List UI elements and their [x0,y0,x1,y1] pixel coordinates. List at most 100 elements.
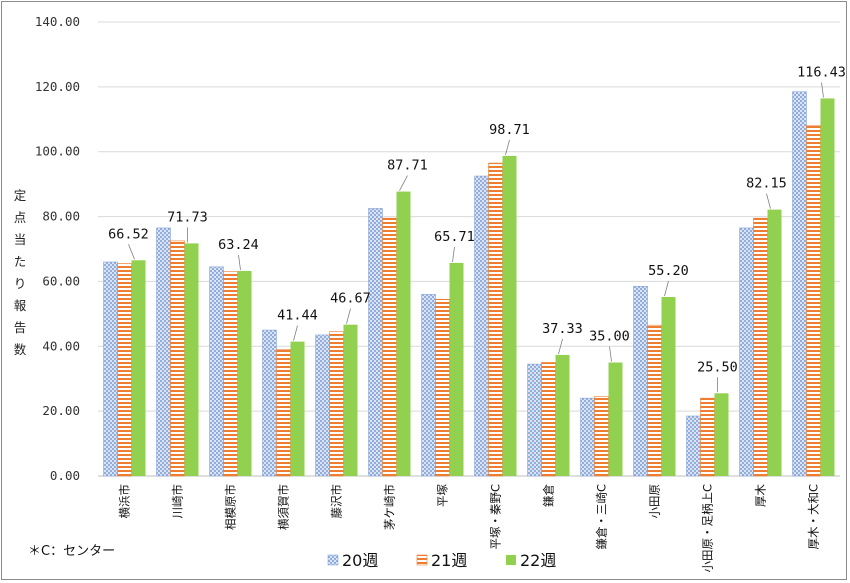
bar-20週 [580,397,595,477]
y-axis-title-char: 点 [14,210,27,225]
data-labels: 66.52 71.73 63.24 41.44 46.67 87.71 65.71 98.71… [108,64,846,375]
legend-label: 21週 [431,551,467,570]
data-label: 87.71 [387,158,428,174]
bar-21週 [276,349,291,477]
bar-21週 [806,125,821,477]
x-axis-categories: 横浜市 川崎市 相模原市 横須賀市 藤沢市 茅ケ崎市 平塚 平塚・秦野C 鎌倉 鎌倉・三崎C 小田原… [118,484,821,573]
data-label: 41.44 [277,308,318,324]
leader-line [664,280,669,297]
x-category-label: 相模原市 [224,484,238,530]
y-tick-label: 60.00 [42,273,80,288]
y-tick-label: 120.00 [35,79,80,94]
data-label: 35.00 [589,329,630,345]
bar-21週 [382,217,397,477]
bar-22週 [502,155,517,476]
bar-22週 [184,243,199,476]
leader-line [293,325,298,341]
bar-20週 [527,363,542,477]
x-category-label: 藤沢市 [330,484,344,519]
x-category-label: 川崎市 [171,484,185,519]
y-axis-ticks: 0.00 20.00 40.00 60.00 80.00 100.00 120.00 140.… [35,14,80,483]
y-axis-title-char: 数 [14,342,27,357]
data-label: 25.50 [697,359,738,375]
bar-21週 [435,298,450,477]
data-label: 63.24 [218,237,259,253]
data-label: 37.33 [542,321,583,337]
bar-20週 [792,91,807,477]
leader-line [128,244,135,260]
leader-line [821,82,824,98]
x-category-label: 平塚 [436,484,450,507]
leader-line [346,308,351,324]
x-category-label: 平塚・秦野C [489,484,503,550]
legend: 20週 21週 22週 [327,551,556,570]
legend-label: 20週 [342,551,378,570]
data-label: 66.52 [108,226,149,242]
bar-20週 [315,334,330,477]
bar-21週 [170,240,185,477]
leader-line [766,193,771,209]
data-label: 55.20 [648,263,689,279]
bar-22週 [237,270,252,476]
bar-20週 [103,261,118,477]
bar-22週 [131,260,146,476]
bar-21週 [647,324,662,477]
x-category-label: 鎌倉・三崎C [595,484,609,550]
x-category-label: 厚木・大和C [807,484,821,550]
data-label: 65.71 [434,229,475,245]
y-axis-title-char: 定 [14,188,27,203]
footnote: ＊C：センター [28,544,115,559]
bar-22週 [767,209,782,476]
bar-20週 [368,208,383,477]
bar-22週 [290,341,305,476]
y-axis-title-char: り [14,276,27,291]
y-tick-label: 40.00 [42,338,80,353]
bar-21週 [223,271,238,477]
bar-22週 [820,98,835,476]
y-tick-label: 140.00 [35,14,80,29]
bar-22週 [449,262,464,476]
x-category-label: 小田原・足柄上C [701,484,715,573]
bar-22週 [714,393,729,476]
y-tick-label: 0.00 [50,468,80,483]
x-category-label: 小田原 [648,484,662,519]
bar-20週 [739,227,754,477]
bar-21週 [753,217,768,477]
leader-line [558,338,563,355]
y-axis-title-char: た [14,254,27,269]
bar-20週 [633,285,648,477]
bar-22週 [555,354,570,476]
bar-20週 [156,227,171,477]
leader-line [609,346,612,362]
y-tick-label: 20.00 [42,403,80,418]
legend-swatch [506,555,516,565]
bar-21週 [488,162,503,477]
y-tick-label: 80.00 [42,209,80,224]
bar-22週 [396,191,411,476]
data-label: 98.71 [489,122,530,138]
bar-22週 [661,296,676,476]
bar-21週 [541,362,556,477]
y-tick-label: 100.00 [35,144,80,159]
bar-22週 [343,324,358,476]
y-axis-title-char: 報 [14,298,27,313]
bar-21週 [700,397,715,477]
bar-20週 [209,266,224,477]
y-axis-title-char: 当 [14,232,27,247]
bars [103,91,835,477]
legend-swatch [416,554,428,566]
x-category-label: 横須賀市 [277,484,291,530]
leader-line [399,175,408,191]
data-label: 46.67 [330,291,371,307]
data-label: 116.43 [797,64,846,80]
x-category-label: 茅ケ崎市 [383,484,397,530]
bar-21週 [594,396,609,477]
data-label: 71.73 [167,209,208,225]
bar-21週 [329,331,344,477]
x-category-label: 厚木 [754,484,768,507]
bar-20週 [421,294,436,477]
leader-line [238,254,241,270]
